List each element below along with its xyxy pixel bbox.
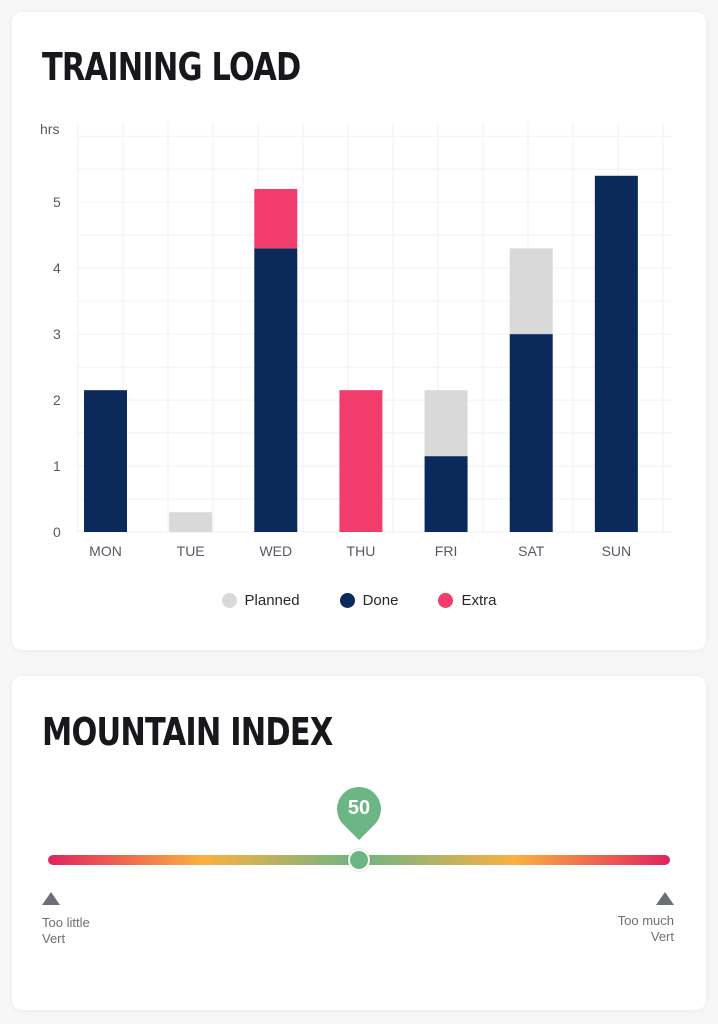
too-much-indicator: Too much Vert bbox=[618, 892, 674, 945]
mountain-index-value: 50 bbox=[347, 797, 371, 819]
legend-label-done: Done bbox=[362, 592, 399, 609]
chart-legend: Planned Done Extra bbox=[12, 592, 706, 609]
planned-dot-icon bbox=[221, 593, 237, 608]
too-little-label-1: Too little bbox=[42, 915, 90, 930]
y-tick-label: 0 bbox=[53, 524, 61, 540]
too-much-label-2: Vert bbox=[650, 929, 674, 944]
bar-done-mon bbox=[84, 390, 127, 532]
x-tick-label: WED bbox=[259, 543, 292, 559]
gauge-marker[interactable] bbox=[348, 849, 370, 871]
done-dot-icon bbox=[339, 593, 355, 608]
mountain-index-title: MOUNTAIN INDEX bbox=[42, 710, 333, 754]
training-load-card: TRAINING LOAD hrs 0 1 2 3 4 5 MON TUE WED THU FRI SA… bbox=[12, 12, 706, 650]
y-tick-label: 5 bbox=[53, 194, 61, 210]
x-tick-label: SUN bbox=[602, 543, 632, 559]
bar-done-fri bbox=[424, 456, 468, 532]
triangle-up-icon bbox=[656, 892, 674, 905]
x-tick-label: SAT bbox=[518, 543, 545, 559]
bar-planned-fri bbox=[424, 390, 468, 457]
bar-planned-tue bbox=[169, 512, 213, 532]
training-load-chart: hrs 0 1 2 3 4 5 MON TUE WED THU FRI SAT SUN bbox=[40, 121, 672, 559]
triangle-up-icon bbox=[42, 892, 60, 905]
y-tick-label: 1 bbox=[53, 458, 61, 474]
too-much-label-1: Too much bbox=[617, 913, 674, 928]
y-tick-label: 2 bbox=[53, 392, 61, 408]
too-little-label-2: Vert bbox=[42, 931, 66, 946]
bar-planned-sat bbox=[509, 248, 553, 335]
training-load-title: TRAINING LOAD bbox=[42, 45, 301, 89]
mountain-index-card: MOUNTAIN INDEX 50 Too little Vert Too mu… bbox=[12, 676, 706, 1010]
y-axis-label: hrs bbox=[40, 121, 59, 137]
bar-done-sun bbox=[594, 175, 638, 532]
y-tick-label: 3 bbox=[53, 326, 61, 342]
legend-label-extra: Extra bbox=[461, 592, 497, 609]
bar-extra-wed bbox=[254, 188, 298, 249]
bar-extra-thu bbox=[339, 390, 383, 532]
legend-item-extra[interactable]: Extra bbox=[438, 592, 496, 609]
x-tick-label: FRI bbox=[435, 543, 458, 559]
bar-done-sat bbox=[509, 334, 553, 532]
x-tick-label: TUE bbox=[177, 543, 205, 559]
legend-item-planned[interactable]: Planned bbox=[221, 592, 300, 609]
too-little-indicator: Too little Vert bbox=[42, 892, 90, 947]
x-tick-label: MON bbox=[89, 543, 122, 559]
bar-done-wed bbox=[254, 248, 298, 532]
extra-dot-icon bbox=[438, 593, 454, 608]
y-tick-label: 4 bbox=[53, 260, 61, 276]
legend-label-planned: Planned bbox=[244, 592, 300, 609]
legend-item-done[interactable]: Done bbox=[339, 592, 399, 609]
x-tick-label: THU bbox=[347, 543, 376, 559]
